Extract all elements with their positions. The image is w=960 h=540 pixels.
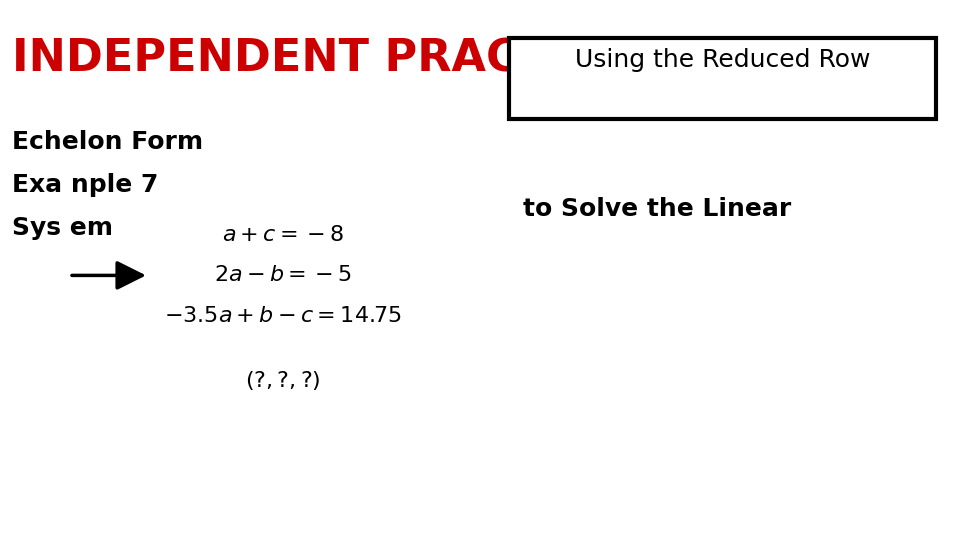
Text: Sys em: Sys em <box>12 216 113 240</box>
Bar <box>509 38 936 119</box>
Text: $2a - b = -5$: $2a - b = -5$ <box>214 265 352 286</box>
Text: to Solve the Linear: to Solve the Linear <box>523 197 792 221</box>
Text: $-3.5a + b - c = 14.75$: $-3.5a + b - c = 14.75$ <box>164 306 402 326</box>
Text: Echelon Form: Echelon Form <box>12 130 204 153</box>
Text: $(?, ?, ?)$: $(?, ?, ?)$ <box>246 369 321 392</box>
Text: $a + c = -8$: $a + c = -8$ <box>222 225 345 245</box>
Text: Using the Reduced Row: Using the Reduced Row <box>575 49 870 72</box>
Text: Exa nple 7: Exa nple 7 <box>12 173 158 197</box>
Text: INDEPENDENT PRACTICE: INDEPENDENT PRACTICE <box>12 38 630 81</box>
